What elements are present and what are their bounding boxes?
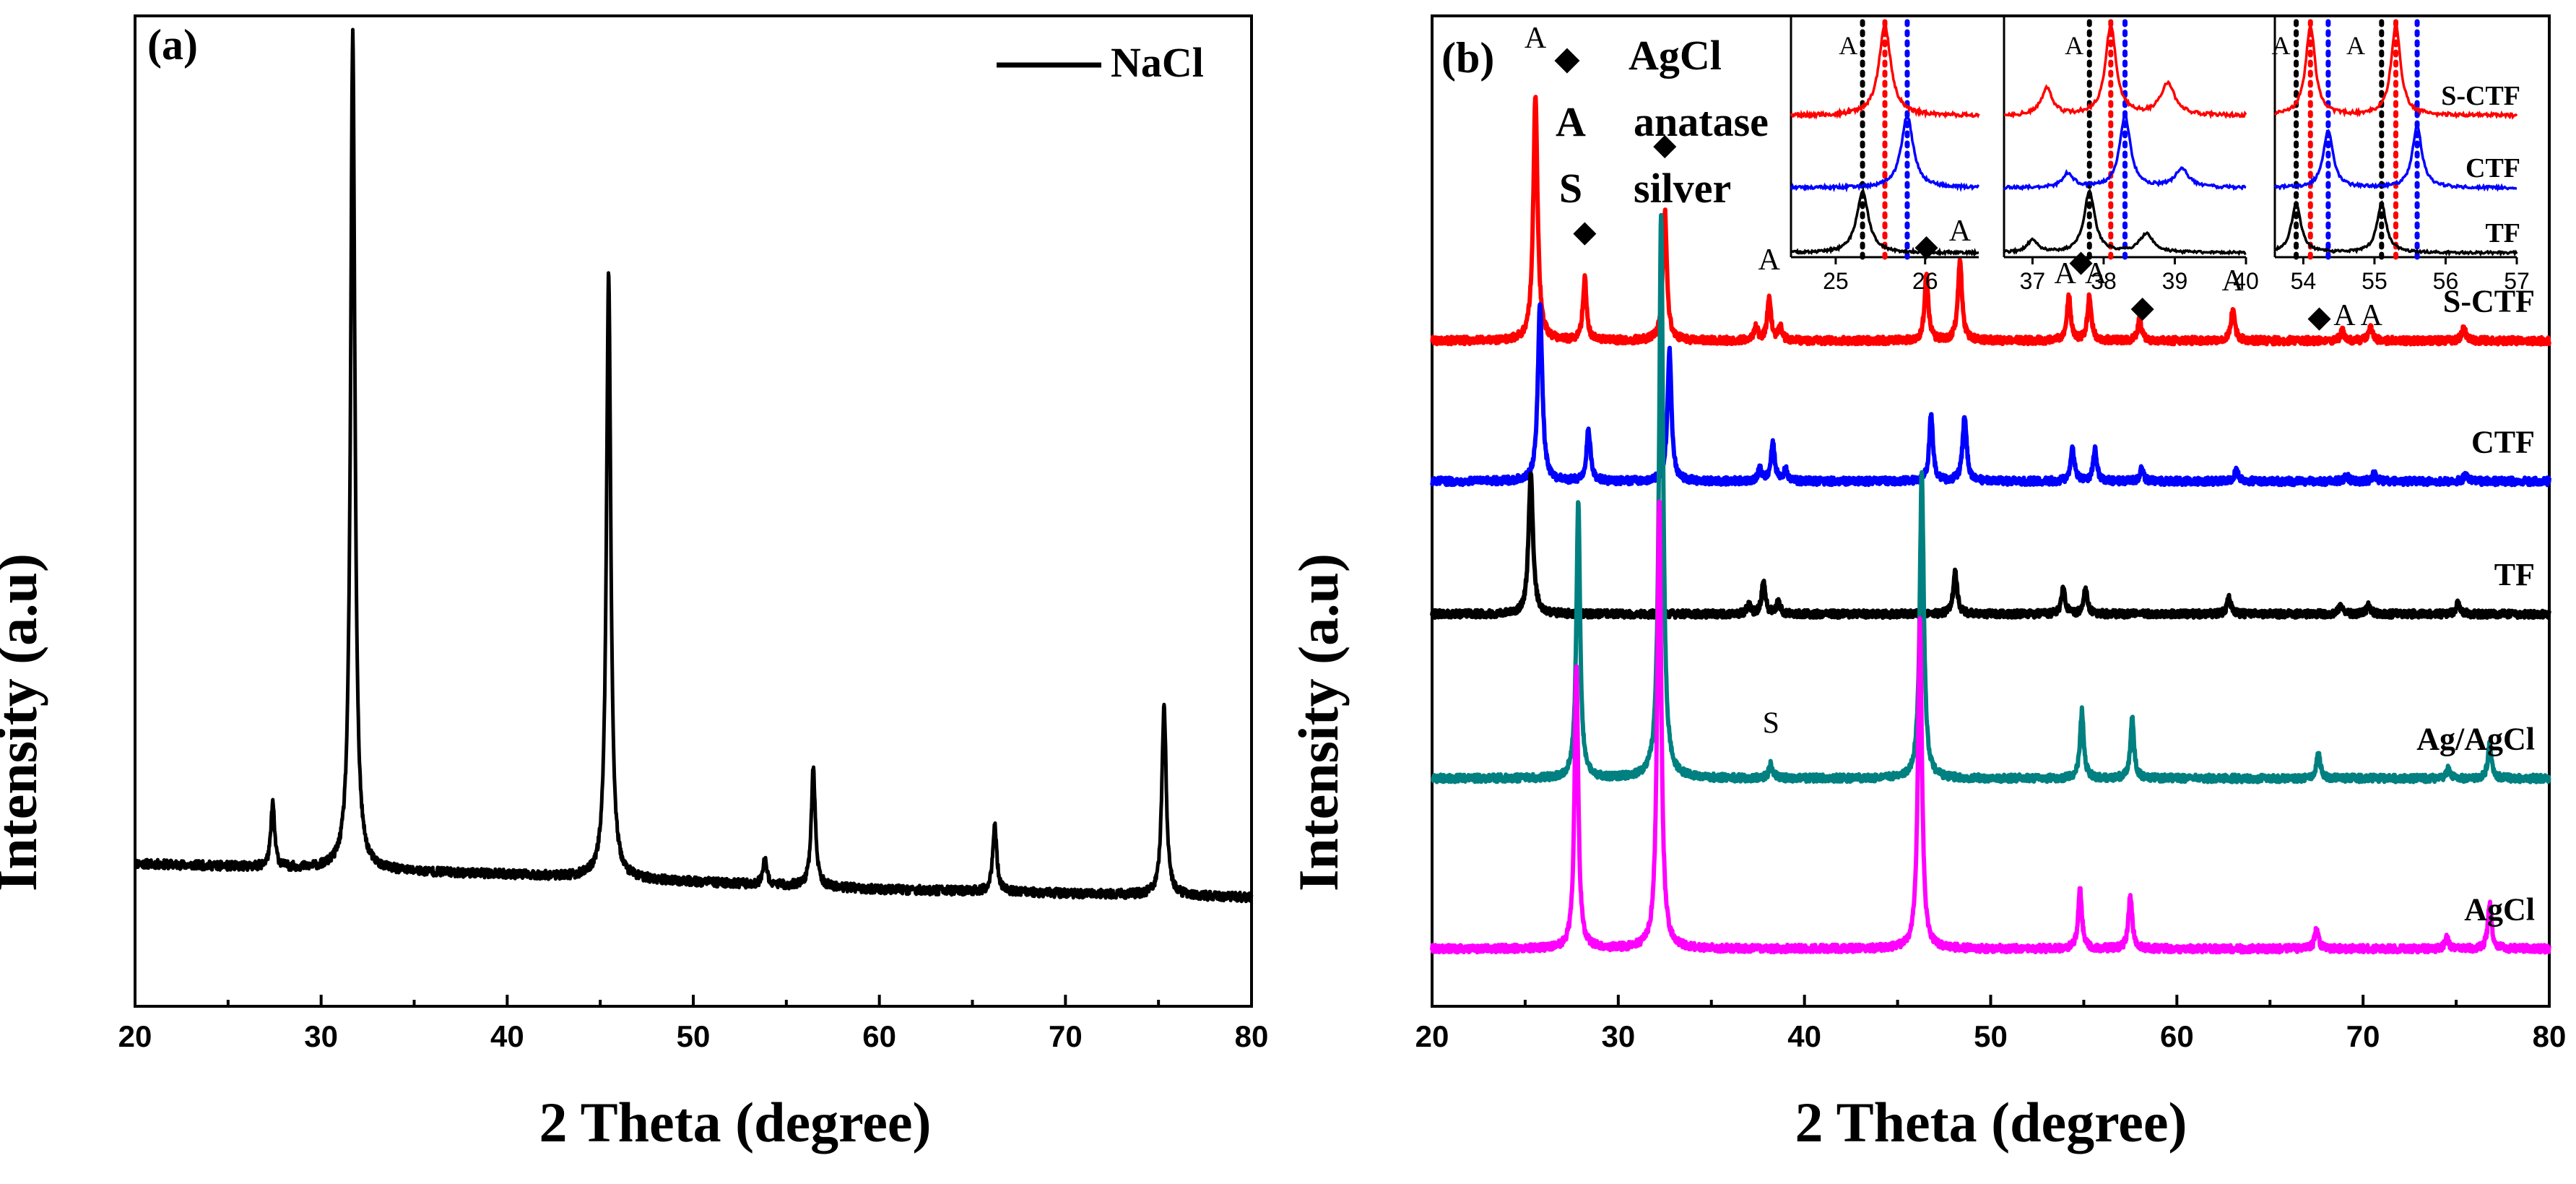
panel-b-legend: ◆ AgCl A anatase S silver — [1554, 32, 1769, 212]
series-label-ctf: CTF — [2471, 424, 2535, 459]
panel-a-xtick-label: 30 — [304, 1019, 338, 1053]
inset-xtick-label: 38 — [2091, 268, 2117, 294]
peak-marker-anatase: A — [2333, 299, 2356, 332]
inset-xtick-label: 56 — [2433, 268, 2459, 294]
inset-xtick-label: 25 — [1823, 268, 1849, 294]
inset-xtick-label: 40 — [2233, 268, 2259, 294]
inset-series-line-tf — [2274, 199, 2518, 257]
inset-series-label-s-ctf: S-CTF — [2441, 81, 2520, 111]
peak-marker-anatase: A — [2361, 299, 2383, 332]
panel-a-ylabel: Intensity (a.u) — [0, 553, 48, 891]
series-label-agcl: AgCl — [2464, 891, 2535, 927]
panel-a-xtick-label: 70 — [1049, 1019, 1083, 1053]
inset-series-line-tf — [1790, 188, 1979, 257]
peak-marker-agcl: ◆ — [1653, 129, 1677, 162]
panel-a-xlabel: 2 Theta (degree) — [539, 1091, 932, 1154]
inset-3: 54 55 56 57 S-CTF CTF TF A A — [2271, 12, 2530, 294]
peak-marker-silver: S — [1763, 707, 1779, 740]
panel-a-frame — [134, 14, 1253, 1008]
panel-a-label: (a) — [147, 21, 198, 69]
inset-xtick-label: 57 — [2504, 268, 2530, 294]
peak-marker-agcl: ◆ — [2069, 246, 2093, 279]
inset-series-label-ctf: CTF — [2466, 153, 2520, 183]
inset-xtick-label: 54 — [2291, 268, 2317, 294]
panel-a-xtick-label: 60 — [862, 1019, 896, 1053]
panel-b-xtick-label: 70 — [2346, 1019, 2380, 1053]
peak-marker-agcl: ◆ — [2130, 291, 2154, 324]
panel-b-xtick-label: 60 — [2160, 1019, 2194, 1053]
inset-peak-label-anatase: A — [2271, 31, 2290, 60]
panel-b-xtick-label: 50 — [1974, 1019, 2008, 1053]
legend-text-nacl: NaCl — [1111, 39, 1204, 86]
series-label-ag-agcl: Ag/AgCl — [2416, 722, 2535, 757]
series-line-agcl — [1430, 499, 2551, 955]
inset-1: 25 26 A — [1790, 12, 1980, 294]
series-label-tf: TF — [2494, 557, 2535, 592]
series-line-ag-agcl — [1430, 212, 2551, 785]
panel-b-xlabel: 2 Theta (degree) — [1795, 1091, 2187, 1154]
legend-text-agcl: AgCl — [1629, 32, 1722, 79]
inset-peak-label-anatase: A — [2346, 31, 2365, 60]
panel-b-xtick-label: 20 — [1415, 1019, 1449, 1053]
peak-marker-agcl: ◆ — [2307, 301, 2331, 334]
inset-series-label-tf: TF — [2485, 218, 2520, 249]
inset-xtick-label: 37 — [2020, 268, 2046, 294]
series-label-s-ctf: S-CTF — [2443, 284, 2535, 319]
inset-series-line-ctf — [2003, 113, 2247, 191]
inset-xtick-label: 39 — [2162, 268, 2188, 294]
inset-series-line-tf — [2003, 189, 2247, 256]
legend-symbol-silver: S — [1559, 165, 1582, 212]
inset-peak-label-anatase: A — [2065, 31, 2083, 60]
legend-text-silver: silver — [1634, 165, 1731, 212]
inset-peak-label-anatase: A — [1839, 31, 1857, 60]
panel-b-xtick-label: 30 — [1601, 1019, 1635, 1053]
inset-xtick-label: 55 — [2362, 268, 2388, 294]
series-line-s-ctf — [1430, 95, 2551, 347]
panel-a-xtick-label: 40 — [490, 1019, 524, 1053]
panel-b: Intensity (a.u) 20 30 40 50 60 70 80 S-CTF CTF TF… — [1287, 12, 2567, 1154]
series-line-tf — [1430, 471, 2551, 621]
panel-a-xtick-label: 20 — [118, 1019, 152, 1053]
panel-b-insets: 25 26 A 37 38 39 40 A 54 55 56 57 S-CTF CTF TF A A — [1790, 12, 2530, 294]
peak-marker-anatase: A — [2054, 257, 2076, 290]
inset-series-line-ctf — [2273, 123, 2518, 192]
inset-series-line-s-ctf — [1790, 22, 1980, 120]
inset-series-line-s-ctf — [2274, 20, 2518, 120]
inset-2: 37 38 39 40 A — [2003, 12, 2259, 294]
panel-b-ylabel: Intensity (a.u) — [1287, 553, 1350, 891]
peak-marker-anatase: A — [2222, 264, 2245, 298]
peak-marker-anatase: A — [1525, 22, 1547, 55]
legend-symbol-anatase: A — [1556, 98, 1586, 145]
series-line-ctf — [1430, 302, 2551, 488]
inset-xtick-label: 26 — [1912, 268, 1938, 294]
peak-marker-anatase: A — [1949, 215, 1972, 248]
peak-marker-anatase: A — [1758, 243, 1781, 277]
panel-b-label: (b) — [1441, 34, 1494, 82]
panel-b-xtick-label: 80 — [2533, 1019, 2567, 1053]
panel-a-xtick-label: 80 — [1235, 1019, 1269, 1053]
panel-a: Intensity (a.u) 20 30 40 50 60 70 80 2 Theta (… — [0, 14, 1269, 1154]
legend-symbol-agcl: ◆ — [1554, 40, 1580, 77]
panel-a-xtick-label: 50 — [677, 1019, 711, 1053]
panel-a-plot-area: 20 30 40 50 60 70 80 — [118, 14, 1269, 1053]
peak-marker-agcl: ◆ — [1573, 216, 1597, 249]
legend-text-anatase: anatase — [1634, 98, 1769, 145]
inset-series-line-s-ctf — [2003, 21, 2247, 119]
panel-b-xtick-label: 40 — [1787, 1019, 1821, 1053]
inset-series-line-ctf — [1790, 114, 1980, 193]
series-line-nacl — [134, 27, 1254, 904]
